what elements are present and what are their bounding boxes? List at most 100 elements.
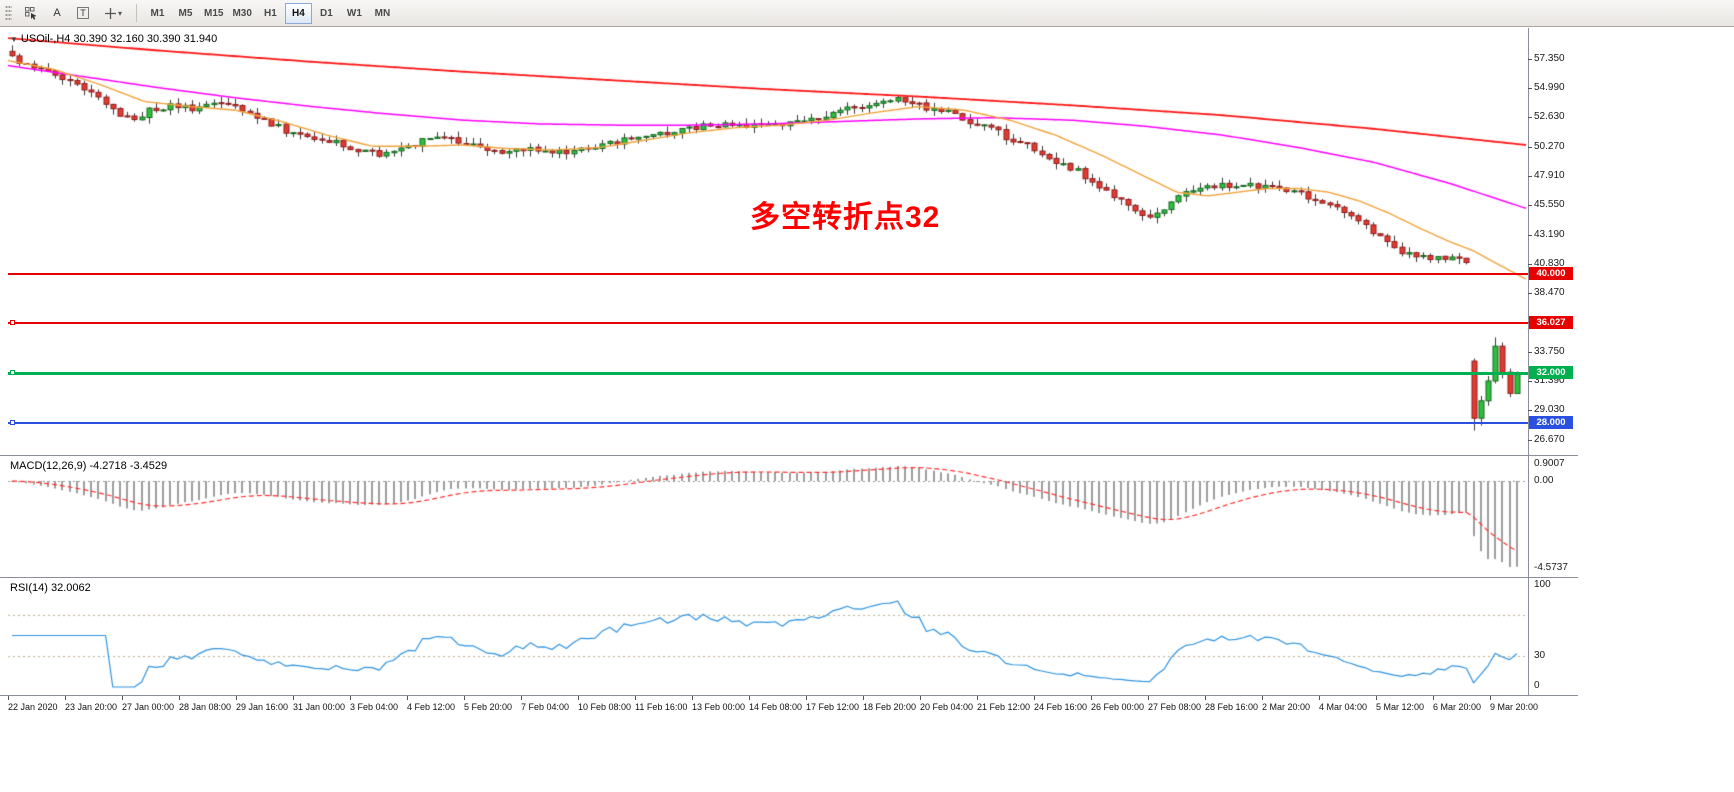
time-axis-label: 18 Feb 20:00 xyxy=(863,702,917,712)
time-axis-tick xyxy=(863,696,864,700)
time-axis-tick xyxy=(977,696,978,700)
time-axis-tick xyxy=(1490,696,1491,700)
price-axis-tick xyxy=(1528,175,1532,177)
time-axis-tick xyxy=(1148,696,1149,700)
time-axis-label: 5 Mar 12:00 xyxy=(1376,702,1425,712)
price-axis-tick xyxy=(1528,410,1532,412)
time-axis[interactable]: 22 Jan 2020 23 Jan 20:00 27 Jan 00:00 28 Ja… xyxy=(0,696,1578,718)
timeframe-button-w1[interactable]: W1 xyxy=(341,3,368,24)
toolbar-separator xyxy=(136,4,137,22)
toolbar-drag-handle[interactable] xyxy=(5,5,12,21)
time-axis-label: 24 Feb 16:00 xyxy=(1034,702,1088,712)
crosshair-tool-button[interactable]: ▾ xyxy=(97,3,129,24)
price-tag-32.000: 32.000 xyxy=(1529,366,1573,380)
crosshair-icon xyxy=(104,7,117,20)
time-axis-label: 22 Jan 2020 xyxy=(8,702,58,712)
price-tag-36.027: 36.027 xyxy=(1529,316,1573,330)
rsi-axis-0-label: 0 xyxy=(1534,680,1540,691)
toolbar: A T ▾ M1 M5 M15 M30 H1 H4 D1 W1 MN xyxy=(0,0,1734,27)
price-tag-28.000: 28.000 xyxy=(1529,416,1573,430)
price-tag-40.000: 40.000 xyxy=(1529,267,1573,281)
dropdown-arrow-icon: ▾ xyxy=(117,8,122,18)
price-axis-tick xyxy=(1528,205,1532,207)
arrow-label-tool-button[interactable]: A xyxy=(45,3,69,24)
time-axis-tick xyxy=(350,696,351,700)
chart-annotation-text[interactable]: 多空转折点32 xyxy=(750,201,941,234)
horizontal-lines-layer xyxy=(8,28,1528,455)
time-axis-tick xyxy=(692,696,693,700)
price-axis-label: 38.470 xyxy=(1534,287,1565,299)
timeframe-button-mn[interactable]: MN xyxy=(369,3,396,24)
timeframe-button-d1[interactable]: D1 xyxy=(313,3,340,24)
cursor-grid-tool-button[interactable] xyxy=(19,3,43,24)
time-axis-tick xyxy=(749,696,750,700)
time-axis-label: 27 Feb 08:00 xyxy=(1148,702,1202,712)
hline-handle-28.000[interactable] xyxy=(10,420,15,426)
time-axis-label: 10 Feb 08:00 xyxy=(578,702,632,712)
timeframe-button-m30[interactable]: M30 xyxy=(228,3,255,24)
timeframe-button-m15[interactable]: M15 xyxy=(200,3,227,24)
timeframe-button-h4[interactable]: H4 xyxy=(284,2,312,24)
time-axis-label: 13 Feb 00:00 xyxy=(692,702,746,712)
price-axis-tick xyxy=(1528,146,1532,148)
time-axis-tick xyxy=(293,696,294,700)
time-axis-tick xyxy=(122,696,123,700)
chart-collapse-icon[interactable]: ▼ xyxy=(10,35,18,44)
time-axis-label: 11 Feb 16:00 xyxy=(635,702,688,712)
time-axis-tick xyxy=(1319,696,1320,700)
time-axis-tick xyxy=(635,696,636,700)
hline-handle-32.000[interactable] xyxy=(10,370,15,376)
price-axis-tick xyxy=(1528,88,1532,89)
macd-axis-min-label: -4.5737 xyxy=(1534,562,1568,573)
time-axis-tick xyxy=(1205,696,1206,700)
price-axis-label: 43.190 xyxy=(1534,228,1565,240)
time-axis-tick xyxy=(578,696,579,700)
hline-28.000[interactable] xyxy=(8,422,1528,425)
timeframe-button-h1[interactable]: H1 xyxy=(257,3,284,24)
time-axis-label: 28 Feb 16:00 xyxy=(1205,702,1259,712)
text-box-icon: T xyxy=(77,7,89,19)
price-axis-label: 33.750 xyxy=(1534,345,1565,357)
timeframe-button-m1[interactable]: M1 xyxy=(144,3,171,24)
timeframe-group: M1 M5 M15 M30 H1 H4 D1 W1 MN xyxy=(144,2,396,24)
time-axis-tick xyxy=(179,696,180,700)
time-axis-tick xyxy=(806,696,807,700)
macd-axis-max-label: 0.9007 xyxy=(1534,458,1565,469)
hline-40.000[interactable] xyxy=(8,273,1528,276)
price-axis-label: 47.910 xyxy=(1534,169,1565,181)
main-chart-panel: ▼ USOil-,H4 30.390 32.160 30.390 31.940 多… xyxy=(0,28,1578,456)
macd-axis-zero-label: 0.00 xyxy=(1534,475,1554,487)
hline-36.027[interactable] xyxy=(8,322,1528,325)
time-axis-tick xyxy=(1376,696,1377,700)
time-axis-label: 23 Jan 20:00 xyxy=(65,702,118,712)
price-axis-label: 54.990 xyxy=(1534,82,1565,93)
macd-indicator-canvas[interactable] xyxy=(0,456,1578,577)
time-axis-tick xyxy=(521,696,522,700)
time-axis-label: 17 Feb 12:00 xyxy=(806,702,860,712)
price-axis-label: 52.630 xyxy=(1534,111,1565,123)
time-axis-label: 4 Mar 04:00 xyxy=(1319,702,1368,712)
time-axis-tick xyxy=(1433,696,1434,700)
price-axis-tick xyxy=(1528,439,1532,441)
time-axis-label: 26 Feb 00:00 xyxy=(1091,702,1145,712)
price-axis-tick xyxy=(1528,117,1532,119)
time-axis-label: 4 Feb 12:00 xyxy=(407,702,456,712)
rsi-panel: RSI(14) 32.0062 100 30 0 xyxy=(0,578,1578,696)
time-axis-tick xyxy=(1091,696,1092,700)
text-tool-button[interactable]: T xyxy=(71,3,95,24)
time-axis-tick xyxy=(1262,696,1263,700)
time-axis-tick xyxy=(464,696,465,700)
timeframe-button-m5[interactable]: M5 xyxy=(172,3,199,24)
candlestick-chart-canvas[interactable] xyxy=(0,28,1578,455)
price-axis-label: 31.390 xyxy=(1534,375,1565,387)
grid-pointer-icon xyxy=(24,6,38,20)
price-axis-tick xyxy=(1528,351,1532,353)
time-axis-label: 9 Mar 20:00 xyxy=(1490,702,1539,712)
price-axis[interactable]: 57.350 54.990 52.630 50.270 47.910 45.550 43.1… xyxy=(1528,28,1578,455)
hline-32.000[interactable] xyxy=(8,371,1528,375)
hline-handle-36.027[interactable] xyxy=(10,320,15,326)
rsi-indicator-canvas[interactable] xyxy=(0,578,1578,695)
price-axis-tick xyxy=(1528,381,1532,383)
price-axis-label: 26.670 xyxy=(1534,433,1565,445)
